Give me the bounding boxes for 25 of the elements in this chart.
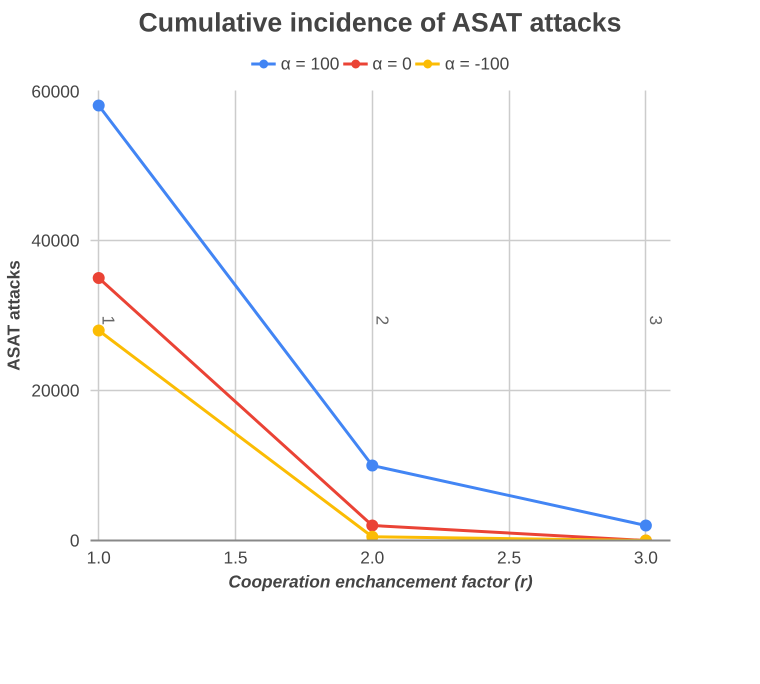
legend-label: α = -100 <box>444 53 510 74</box>
y-tick-label: 40000 <box>31 230 80 250</box>
x-tick-label: 1.5 <box>223 548 248 568</box>
x-tick-label: 2.5 <box>497 548 522 568</box>
x-tick-label: 3.0 <box>634 548 658 568</box>
point <box>92 100 105 112</box>
point <box>640 520 652 532</box>
y-axis-title: ASAT attacks <box>3 260 24 371</box>
y-tick-label: 20000 <box>31 380 80 400</box>
chart-title: Cumulative incidence of ASAT attacks <box>138 8 622 38</box>
annotation: 1 <box>98 316 119 326</box>
point <box>366 530 378 540</box>
annotation: 3 <box>646 316 666 326</box>
point <box>92 272 105 284</box>
x-tick-label: 2.0 <box>360 548 384 568</box>
x-tick-label: 1.0 <box>86 548 111 568</box>
x-axis-title: Cooperation enchancement factor (r) <box>228 572 533 592</box>
y-tick-label: 0 <box>70 530 80 550</box>
point <box>366 460 378 472</box>
point <box>92 324 105 336</box>
legend-label: α = 0 <box>372 53 412 74</box>
annotation: 2 <box>372 316 392 326</box>
y-tick-label: 60000 <box>31 82 80 102</box>
point <box>366 520 378 532</box>
legend-label: α = 100 <box>280 53 340 74</box>
